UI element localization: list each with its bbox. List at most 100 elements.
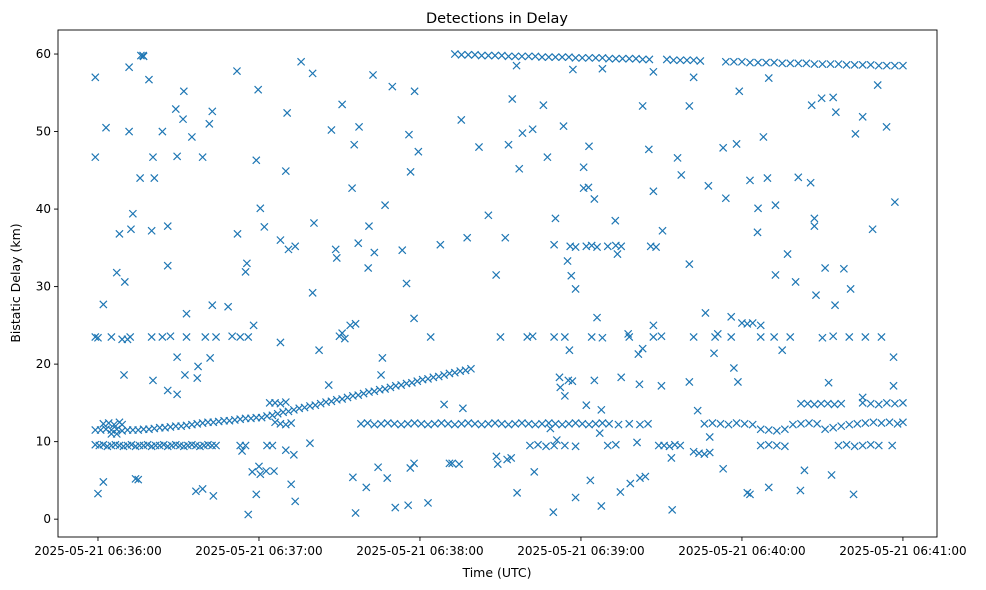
data-point — [584, 420, 594, 429]
data-point — [770, 332, 779, 342]
data-point — [842, 440, 851, 449]
data-point — [269, 467, 279, 476]
data-point — [676, 56, 685, 65]
data-point — [598, 53, 607, 62]
data-point — [794, 173, 803, 182]
data-point — [284, 407, 293, 416]
data-point — [450, 420, 459, 429]
data-point — [593, 243, 602, 252]
data-point — [343, 393, 352, 402]
data-point — [821, 263, 830, 273]
data-point — [497, 419, 506, 428]
data-point — [327, 397, 336, 406]
data-point — [719, 143, 728, 152]
data-point — [163, 222, 172, 231]
data-point — [338, 394, 347, 404]
data-point — [869, 418, 878, 427]
data-point — [484, 51, 493, 60]
y-tick-label: 40 — [36, 202, 51, 216]
data-point — [414, 147, 423, 156]
data-point — [470, 50, 479, 59]
data-point — [868, 225, 877, 234]
data-point — [704, 181, 713, 190]
x-tick-label: 2025-05-21 06:40:00 — [678, 544, 805, 558]
data-point — [756, 332, 765, 342]
data-point — [587, 241, 596, 250]
data-point — [582, 401, 591, 410]
data-point — [756, 425, 765, 434]
x-tick-label: 2025-05-21 06:36:00 — [34, 544, 161, 558]
data-point — [493, 460, 502, 469]
data-point — [147, 226, 156, 235]
data-point — [381, 201, 390, 210]
data-point — [689, 56, 698, 65]
data-point — [179, 115, 188, 124]
data-point — [354, 391, 363, 400]
data-point — [194, 362, 203, 371]
data-point — [381, 384, 390, 393]
data-point — [613, 250, 622, 259]
data-point — [638, 344, 647, 353]
data-point — [721, 57, 730, 66]
data-point — [861, 419, 870, 428]
data-point — [845, 420, 854, 429]
data-point — [874, 441, 883, 450]
data-point — [578, 53, 587, 62]
data-point — [198, 484, 207, 493]
data-point — [652, 243, 661, 252]
data-point — [786, 59, 795, 68]
data-point — [616, 488, 625, 497]
data-point — [491, 419, 500, 428]
data-point — [611, 440, 620, 449]
data-point — [455, 460, 464, 469]
data-point — [241, 441, 250, 450]
data-point — [590, 194, 599, 204]
data-point — [617, 373, 626, 382]
data-point — [370, 420, 379, 429]
data-point — [166, 332, 175, 341]
data-point — [543, 153, 552, 162]
data-point — [276, 338, 285, 347]
data-point — [171, 105, 180, 114]
data-point — [423, 374, 433, 383]
data-point — [497, 51, 506, 60]
data-point — [410, 87, 419, 96]
data-point — [426, 332, 435, 342]
data-point — [484, 211, 493, 220]
data-point — [348, 473, 357, 482]
data-point — [591, 419, 600, 428]
data-point — [257, 413, 266, 422]
data-point — [889, 353, 898, 362]
data-point — [445, 459, 454, 468]
data-point — [598, 333, 607, 342]
data-point — [464, 50, 473, 59]
data-point — [890, 399, 899, 408]
data-point — [771, 201, 780, 210]
data-point — [496, 332, 505, 342]
data-point — [638, 101, 647, 110]
data-point — [605, 419, 614, 428]
data-point — [571, 442, 580, 451]
data-point — [463, 233, 472, 242]
data-point — [524, 419, 533, 428]
data-point — [729, 57, 738, 66]
data-point — [112, 429, 121, 438]
data-point — [201, 332, 210, 342]
data-point — [362, 483, 371, 492]
data-points — [91, 50, 907, 519]
data-point — [252, 156, 261, 165]
data-point — [238, 446, 247, 455]
data-point — [355, 122, 364, 131]
data-point — [515, 164, 524, 173]
data-point — [316, 399, 325, 408]
data-point — [893, 419, 902, 428]
data-point — [118, 420, 127, 429]
data-point — [597, 405, 606, 414]
data-point — [507, 453, 516, 462]
data-point — [625, 419, 634, 428]
data-point — [134, 475, 143, 484]
data-point — [701, 308, 710, 317]
data-point — [383, 419, 392, 428]
data-point — [407, 378, 416, 387]
data-point — [125, 127, 134, 136]
